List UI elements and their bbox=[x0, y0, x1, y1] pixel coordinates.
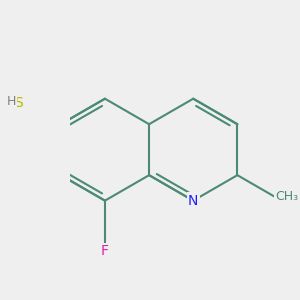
Text: N: N bbox=[188, 194, 198, 208]
Text: CH₃: CH₃ bbox=[275, 190, 298, 203]
Text: S: S bbox=[15, 95, 23, 110]
Text: F: F bbox=[101, 244, 109, 258]
Text: H: H bbox=[7, 95, 16, 108]
